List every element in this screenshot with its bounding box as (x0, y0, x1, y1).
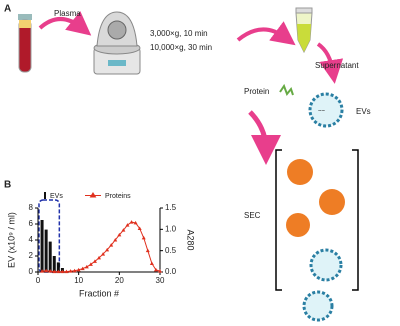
y-tick-label: 4 (29, 235, 34, 244)
marker (68, 269, 73, 273)
marker (52, 269, 57, 274)
supernatant-label: Supernatant (315, 61, 359, 70)
marker (72, 268, 77, 273)
vesicle (309, 248, 343, 282)
bar (40, 220, 44, 272)
marker (84, 264, 89, 269)
plasma-label: Plasma (54, 9, 81, 18)
marker (129, 220, 134, 224)
highlight-box (38, 199, 61, 273)
rotor (107, 20, 127, 40)
marker (113, 238, 118, 242)
spin-step: 10,000×g, 30 min (150, 43, 212, 52)
marker (40, 269, 45, 273)
vesicle (302, 290, 334, 322)
display (108, 60, 126, 66)
legend-swatch (44, 192, 46, 199)
bar (44, 229, 48, 272)
y-tick-label: 6 (29, 219, 34, 228)
y2-tick-label: 1.5 (165, 203, 177, 212)
marker (158, 269, 162, 273)
x-axis-title: Fraction # (79, 288, 119, 298)
bead (319, 189, 345, 215)
blood-tube (18, 14, 32, 73)
x-tick-label: 0 (36, 276, 41, 285)
bar (52, 256, 56, 272)
ev-icon: ~~ (308, 92, 344, 128)
marker (80, 266, 85, 271)
bar (48, 241, 52, 272)
arrow (248, 110, 281, 165)
tube-cap (295, 7, 313, 14)
marker (149, 261, 154, 265)
y-tick-label: 0 (29, 267, 34, 276)
marker (92, 259, 97, 263)
bracket (275, 149, 282, 291)
marker (121, 228, 126, 232)
marker (117, 232, 122, 237)
sec-column (275, 149, 359, 291)
axes (37, 208, 161, 273)
y2-tick-label: 0.0 (165, 267, 177, 276)
legend-label: Proteins (105, 193, 131, 200)
vesicle-glyph: ~~ (318, 109, 326, 115)
centrifuge (93, 11, 141, 75)
bar (56, 262, 60, 272)
y2-tick-label: 1.0 (165, 224, 177, 233)
arrow (38, 11, 92, 36)
marker (44, 268, 49, 273)
y-tick-label: 2 (29, 251, 34, 260)
marker (48, 269, 53, 273)
sec-label: SEC (244, 211, 261, 220)
protein-label: Protein (244, 87, 269, 96)
spin-step: 3,000×g, 10 min (150, 29, 208, 38)
panel-label: B (4, 180, 11, 191)
marker (153, 267, 158, 272)
x-tick-label: 30 (156, 276, 165, 285)
marker (133, 220, 138, 225)
marker (56, 269, 61, 274)
marker (145, 248, 150, 253)
supernatant-fill (297, 24, 311, 52)
marker (101, 252, 106, 256)
marker (105, 247, 110, 252)
marker (76, 267, 81, 272)
arrow (236, 21, 296, 46)
tube-cap (18, 14, 32, 20)
marker (88, 262, 93, 266)
bracket (352, 149, 359, 291)
marker (109, 243, 114, 247)
panel-label: A (4, 4, 11, 15)
y-tick-label: 8 (29, 203, 34, 212)
y2-axis-title: A280 (186, 229, 196, 250)
marker (125, 223, 130, 227)
y-axis-title: EV (x10⁹ / ml) (6, 212, 16, 268)
protein-icon (279, 83, 294, 96)
marker (141, 235, 146, 240)
protein-shape (279, 83, 294, 96)
legend-label: EVs (50, 193, 63, 200)
marker (64, 269, 69, 274)
plasma-layer (19, 20, 31, 28)
marker (97, 255, 101, 260)
vesicle (308, 92, 344, 128)
bead (287, 159, 313, 185)
bead (286, 213, 310, 237)
evs-label: EVs (356, 107, 371, 116)
marker (137, 226, 142, 230)
y2-tick-label: 0.5 (165, 246, 177, 255)
x-tick-label: 10 (74, 276, 83, 285)
eppendorf-tube (295, 7, 313, 54)
chart: 0 10 20 30 0 2 4 6 8 0.0 0.5 1.0 1.5 Fraction # EV (x1… (6, 192, 196, 298)
x-tick-label: 20 (115, 276, 124, 285)
legend-swatch (85, 192, 101, 198)
arrow (316, 42, 344, 84)
marker (60, 269, 65, 274)
